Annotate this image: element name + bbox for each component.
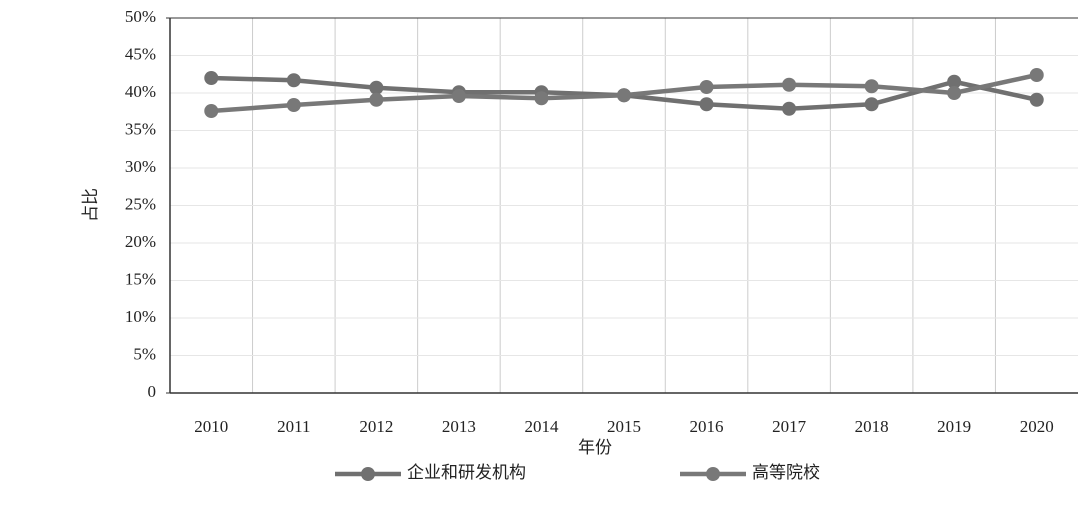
y-tick-label: 20% (125, 232, 156, 251)
point (699, 97, 714, 112)
point (369, 92, 384, 107)
y-tick-label: 5% (133, 344, 156, 363)
y-tick-label: 40% (125, 82, 156, 101)
point (864, 97, 879, 112)
point (864, 79, 879, 94)
point (534, 91, 549, 106)
x-tick-label: 2011 (277, 417, 310, 436)
point (286, 73, 301, 88)
point (369, 80, 384, 95)
x-tick-label: 2016 (690, 417, 724, 436)
x-tick-label: 2012 (359, 417, 393, 436)
x-tick-label: 2014 (524, 417, 559, 436)
x-tick-label: 2020 (1020, 417, 1054, 436)
point (782, 77, 797, 92)
y-tick-label: 50% (125, 7, 156, 26)
y-axis-label: 占比 (81, 188, 100, 222)
legend-label: 企业和研发机构 (407, 463, 526, 482)
y-tick-label: 25% (125, 194, 156, 213)
x-axis-label: 年份 (578, 438, 612, 457)
x-tick-label: 2010 (194, 417, 228, 436)
legend-marker (361, 467, 375, 481)
y-tick-label: 0 (148, 382, 157, 401)
y-tick-label: 30% (125, 157, 156, 176)
point (204, 71, 219, 85)
x-tick-label: 2019 (937, 417, 971, 436)
point (699, 80, 714, 94)
point (1029, 68, 1044, 82)
y-tick-label: 35% (125, 119, 156, 138)
point (947, 86, 962, 100)
point (451, 89, 466, 103)
x-tick-label: 2018 (855, 417, 889, 436)
point (204, 104, 219, 118)
point (617, 88, 631, 103)
point (782, 101, 797, 116)
y-tick-label: 10% (125, 307, 156, 326)
x-tick-label: 2013 (442, 417, 476, 436)
y-tick-label: 45% (125, 44, 156, 63)
legend-marker (706, 467, 720, 481)
x-tick-label: 2017 (772, 417, 807, 436)
point (1029, 92, 1044, 107)
x-tick-label: 2015 (607, 417, 641, 436)
point (286, 98, 301, 112)
point (947, 74, 962, 89)
y-tick-label: 15% (125, 269, 156, 288)
legend-label: 高等院校 (752, 463, 820, 482)
